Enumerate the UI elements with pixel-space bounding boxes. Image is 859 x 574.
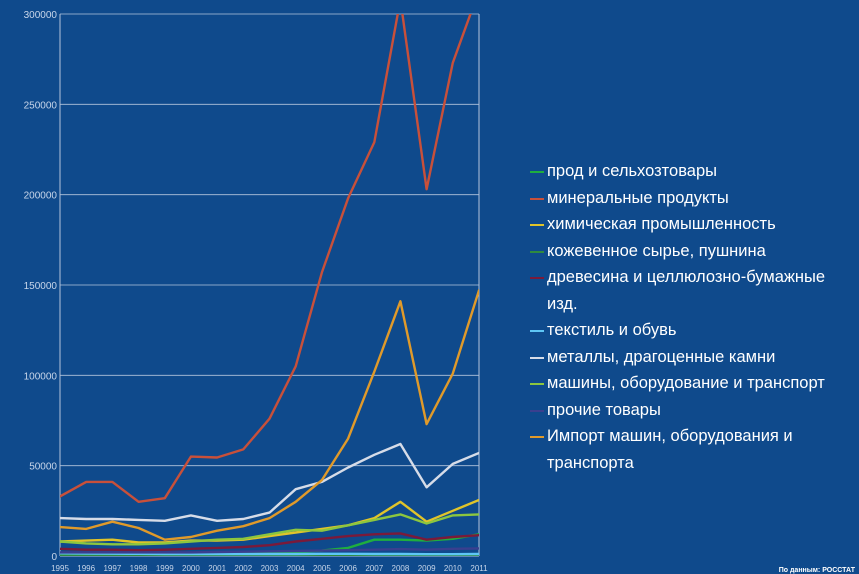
legend-item: химическая промышленность (530, 211, 859, 238)
x-tick-label: 1998 (130, 564, 148, 573)
tick-labels: 0 50000 100000 150000 200000 250000 300000 1995… (24, 10, 489, 573)
x-tick-label: 1996 (77, 564, 95, 573)
series-line (60, 532, 479, 552)
x-tick-label: 2004 (287, 564, 305, 573)
legend-item: текстиль и обувь (530, 317, 859, 344)
legend-label: кожевенное сырье, пушнина (547, 241, 766, 260)
x-tick-label: 2009 (418, 564, 436, 573)
legend-label: Импорт машин, оборудования и транспорта (547, 427, 793, 472)
x-tick-label: 2001 (208, 564, 226, 573)
legend-item: кожевенное сырье, пушнина (530, 238, 859, 265)
legend-swatch (530, 171, 544, 173)
x-tick-label: 2005 (313, 564, 331, 573)
legend-item: металлы, драгоценные камни (530, 344, 859, 371)
legend-swatch (530, 436, 544, 438)
series-line (60, 498, 479, 544)
x-tick-label: 2007 (365, 564, 383, 573)
y-tick-label: 200000 (24, 191, 58, 202)
x-tick-label: 2003 (261, 564, 279, 573)
x-tick-label: 1999 (156, 564, 174, 573)
legend-label: металлы, драгоценные камни (547, 347, 776, 366)
series-line (60, 547, 479, 554)
legend-item: прочие товары (530, 397, 859, 424)
legend-swatch (530, 409, 544, 412)
x-tick-label: 2011 (470, 564, 488, 573)
legend-label: прочие товары (547, 400, 661, 419)
y-tick-label: 150000 (24, 281, 58, 292)
x-tick-label: 2008 (392, 564, 410, 573)
legend-swatch (530, 330, 544, 332)
legend-swatch (530, 277, 544, 279)
series-line (60, 289, 479, 541)
chart-legend: прод и сельхозтовары минеральные продукты… (530, 158, 859, 476)
series-line (60, 513, 479, 546)
legend-swatch (530, 224, 544, 226)
legend-label: древесина и целлюлозно-бумажные изд. (547, 268, 826, 313)
x-tick-label: 2000 (182, 564, 200, 573)
y-tick-label: 0 (51, 552, 57, 563)
y-tick-label: 50000 (29, 462, 57, 473)
y-tick-label: 250000 (24, 100, 58, 111)
legend-item: прод и сельхозтовары (530, 158, 859, 185)
legend-label: прод и сельхозтовары (547, 162, 718, 180)
legend-swatch (530, 356, 544, 359)
series-group (60, 14, 479, 556)
x-tick-label: 1997 (103, 564, 121, 573)
legend-label: химическая промышленность (547, 215, 776, 233)
source-note: По данным: РОССТАТ (778, 567, 855, 574)
gridlines (60, 13, 479, 557)
legend-label: машины, оборудование и транспорт (547, 374, 825, 392)
series-line (60, 14, 472, 503)
legend-label: текстиль и обувь (547, 321, 677, 339)
x-tick-label: 2006 (339, 564, 357, 573)
x-tick-label: 2010 (444, 564, 462, 573)
legend-item: минеральные продукты (530, 185, 859, 212)
legend-item: машины, оборудование и транспорт (530, 370, 859, 397)
series-line (60, 442, 479, 522)
y-tick-label: 300000 (24, 10, 58, 21)
y-tick-label: 100000 (24, 371, 58, 382)
legend-swatch (530, 197, 544, 200)
legend-swatch (530, 383, 544, 385)
legend-label: минеральные продукты (547, 188, 729, 207)
legend-swatch (530, 250, 544, 253)
legend-item: Импорт машин, оборудования и транспорта (530, 423, 859, 476)
series-lines (60, 14, 479, 556)
series-line (60, 552, 479, 556)
x-tick-label: 1995 (51, 564, 69, 573)
x-tick-label: 2002 (234, 564, 252, 573)
legend-item: древесина и целлюлозно-бумажные изд. (530, 264, 859, 317)
